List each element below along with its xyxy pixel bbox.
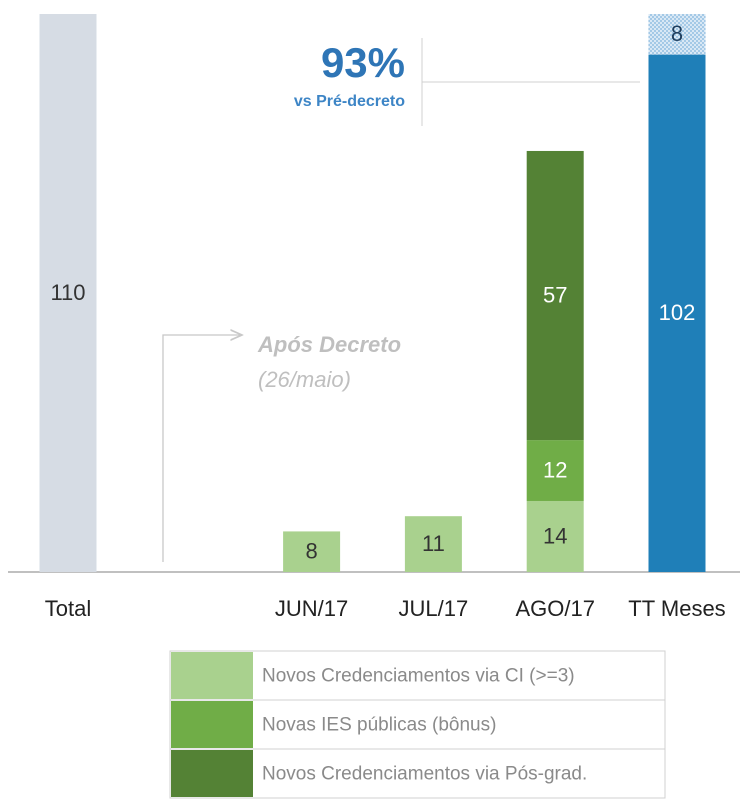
x-tick-label: Total bbox=[45, 596, 91, 621]
data-label: 12 bbox=[543, 457, 567, 482]
x-tick-label: TT Meses bbox=[628, 596, 725, 621]
annotation-big: 93% bbox=[321, 39, 405, 86]
annotation-date: (26/maio) bbox=[258, 367, 351, 392]
decree-arrow bbox=[162, 335, 242, 562]
annotation-sub: vs Pré-decreto bbox=[294, 93, 405, 110]
bar-segment bbox=[404, 516, 462, 572]
data-label: 110 bbox=[50, 280, 85, 305]
bar-segment bbox=[648, 14, 706, 55]
data-label: 57 bbox=[543, 282, 567, 307]
data-label: 11 bbox=[422, 531, 445, 556]
bar-segment bbox=[39, 14, 97, 572]
legend-swatch bbox=[171, 652, 253, 699]
x-tick-label: AGO/17 bbox=[515, 596, 594, 621]
legend-label: Novas IES públicas (bônus) bbox=[262, 715, 496, 736]
data-label: 102 bbox=[659, 300, 696, 325]
bar-segment bbox=[283, 531, 341, 572]
bar-segment bbox=[526, 500, 584, 572]
bar-segment bbox=[648, 54, 706, 573]
x-tick-label: JUN/17 bbox=[275, 596, 348, 621]
annotation-decree: Após Decreto bbox=[257, 332, 401, 357]
legend-swatch bbox=[171, 701, 253, 748]
data-label: 14 bbox=[543, 523, 567, 548]
legend-label: Novos Credenciamentos via CI (>=3) bbox=[262, 666, 575, 687]
x-tick-label: JUL/17 bbox=[399, 596, 469, 621]
bar-segment bbox=[526, 440, 584, 501]
legend-swatch bbox=[171, 750, 253, 797]
data-label: 8 bbox=[305, 539, 317, 564]
bar-segment bbox=[526, 150, 584, 441]
data-label: 8 bbox=[671, 21, 683, 46]
legend-label: Novos Credenciamentos via Pós-grad. bbox=[262, 764, 587, 785]
